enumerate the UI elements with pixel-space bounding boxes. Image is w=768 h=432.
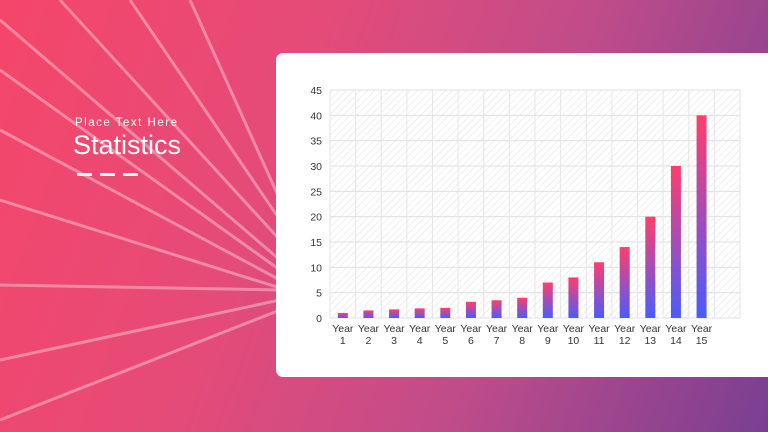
bar xyxy=(542,282,553,318)
x-tick-label: Year 10 xyxy=(563,323,585,347)
y-tick-label: 10 xyxy=(310,262,322,274)
bar xyxy=(619,247,630,318)
bar xyxy=(337,312,348,318)
x-tick-label: Year 1 xyxy=(332,323,354,347)
x-tick-label: Year 8 xyxy=(512,323,534,347)
slide-title: Statistics xyxy=(73,130,182,160)
x-tick-label: Year 14 xyxy=(665,323,687,347)
x-tick-label: Year 12 xyxy=(614,323,636,347)
y-tick-label: 0 xyxy=(316,313,322,325)
bar xyxy=(696,115,707,318)
x-tick-label: Year 11 xyxy=(588,323,610,347)
title-dashes xyxy=(77,173,138,176)
y-tick-label: 15 xyxy=(310,237,322,249)
x-tick-label: Year 4 xyxy=(409,323,431,347)
bar xyxy=(568,277,579,318)
y-tick-label: 35 xyxy=(310,136,322,148)
x-tick-label: Year 7 xyxy=(486,323,508,347)
x-tick-label: Year 13 xyxy=(640,323,662,347)
bar xyxy=(389,309,400,318)
x-tick-label: Year 15 xyxy=(691,323,713,347)
bar xyxy=(491,300,502,318)
y-tick-label: 30 xyxy=(310,161,322,173)
y-tick-label: 45 xyxy=(310,85,322,97)
bar xyxy=(594,262,605,318)
slide-subtitle: Place Text Here xyxy=(75,117,179,129)
x-tick-label: Year 5 xyxy=(435,323,457,347)
bar xyxy=(517,297,528,318)
y-tick-label: 5 xyxy=(316,288,322,300)
x-tick-label: Year 2 xyxy=(358,323,380,347)
building-background-image xyxy=(0,0,280,422)
bar xyxy=(670,166,681,318)
bar xyxy=(465,301,476,318)
y-tick-label: 40 xyxy=(310,110,322,122)
bar xyxy=(363,310,374,318)
x-tick-label: Year 6 xyxy=(460,323,482,347)
x-tick-label: Year 9 xyxy=(537,323,559,347)
y-tick-label: 20 xyxy=(310,212,322,224)
bar xyxy=(645,216,656,318)
bar xyxy=(414,308,425,318)
x-tick-label: Year 3 xyxy=(383,323,405,347)
y-tick-label: 25 xyxy=(310,186,322,198)
bar xyxy=(440,307,451,318)
